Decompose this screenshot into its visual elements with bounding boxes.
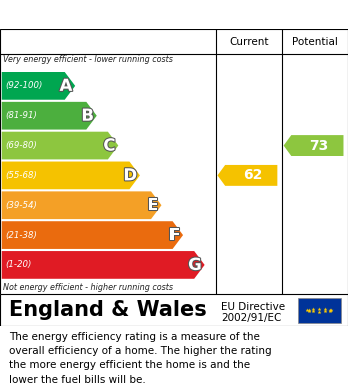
Text: (55-68): (55-68) bbox=[6, 171, 38, 180]
Text: F: F bbox=[169, 226, 180, 244]
Text: D: D bbox=[123, 167, 137, 185]
Polygon shape bbox=[2, 191, 161, 219]
Text: (81-91): (81-91) bbox=[6, 111, 38, 120]
Polygon shape bbox=[2, 132, 118, 160]
Text: Energy Efficiency Rating: Energy Efficiency Rating bbox=[9, 7, 230, 22]
Text: 62: 62 bbox=[243, 169, 262, 182]
Text: E: E bbox=[147, 196, 159, 214]
Text: 2002/91/EC: 2002/91/EC bbox=[221, 312, 281, 323]
Text: 73: 73 bbox=[309, 138, 329, 152]
Polygon shape bbox=[2, 251, 205, 279]
Polygon shape bbox=[2, 72, 75, 100]
Text: England & Wales: England & Wales bbox=[9, 300, 206, 321]
Polygon shape bbox=[2, 102, 97, 129]
Polygon shape bbox=[218, 165, 277, 186]
Polygon shape bbox=[284, 135, 343, 156]
Bar bbox=[298, 298, 341, 323]
Text: Potential: Potential bbox=[292, 36, 338, 47]
Text: B: B bbox=[81, 107, 94, 125]
Text: Very energy efficient - lower running costs: Very energy efficient - lower running co… bbox=[3, 55, 173, 64]
Text: EU Directive: EU Directive bbox=[221, 302, 285, 312]
Text: G: G bbox=[188, 256, 202, 274]
Text: (69-80): (69-80) bbox=[6, 141, 38, 150]
Text: The energy efficiency rating is a measure of the
overall efficiency of a home. T: The energy efficiency rating is a measur… bbox=[9, 332, 271, 385]
Polygon shape bbox=[2, 161, 140, 189]
Text: Not energy efficient - higher running costs: Not energy efficient - higher running co… bbox=[3, 283, 174, 292]
Polygon shape bbox=[2, 221, 183, 249]
Text: (21-38): (21-38) bbox=[6, 231, 38, 240]
Text: (92-100): (92-100) bbox=[6, 81, 43, 90]
Text: (1-20): (1-20) bbox=[6, 260, 32, 269]
Text: Current: Current bbox=[229, 36, 269, 47]
Text: A: A bbox=[60, 77, 72, 95]
Text: (39-54): (39-54) bbox=[6, 201, 38, 210]
Text: C: C bbox=[103, 136, 116, 154]
